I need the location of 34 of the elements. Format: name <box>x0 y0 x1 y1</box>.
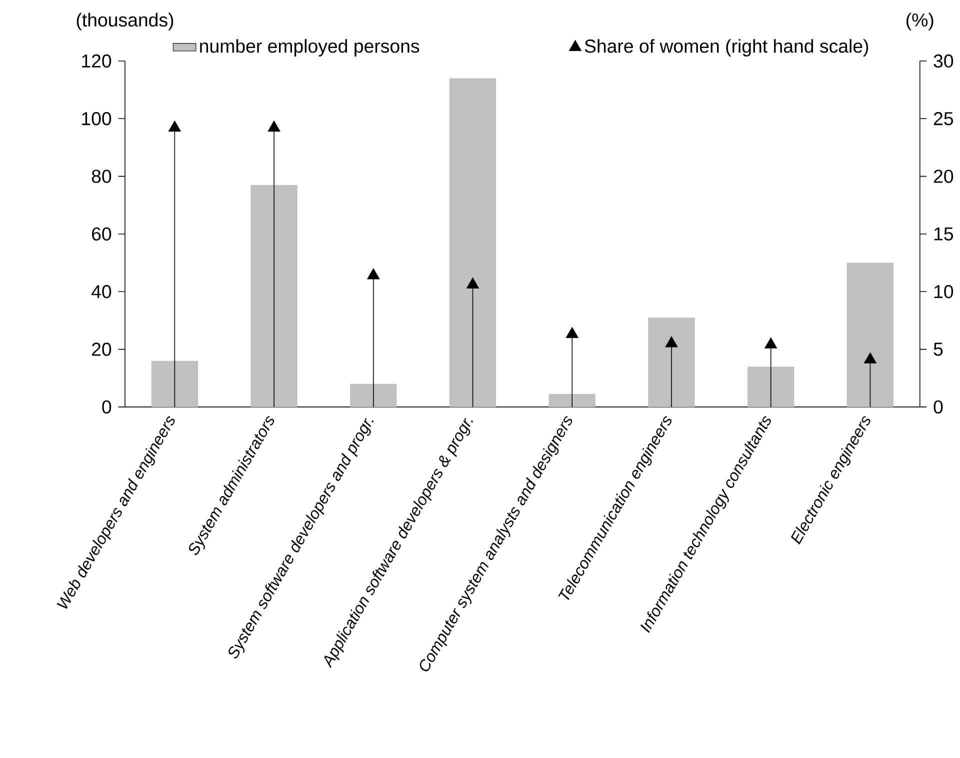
point <box>864 352 876 364</box>
y2-tick-label: 30 <box>934 54 954 68</box>
y2-tick-label: 5 <box>934 342 943 356</box>
point <box>367 268 380 280</box>
y-tick-label: 20 <box>92 342 112 356</box>
y-tick-label: 100 <box>82 112 112 126</box>
y-tick-label: 60 <box>92 227 112 241</box>
point <box>566 327 578 338</box>
legend-label: Share of women (right hand scale) <box>584 39 868 57</box>
bar <box>449 78 496 407</box>
bar <box>648 318 695 407</box>
legend-label: number employed persons <box>200 39 420 57</box>
y2-tick-label: 15 <box>934 228 954 241</box>
point <box>268 120 280 132</box>
point <box>665 336 678 348</box>
y-axis-title: (thousands) <box>76 12 174 30</box>
y2-tick-label: 10 <box>934 285 954 298</box>
bar <box>151 360 198 407</box>
point <box>764 338 778 348</box>
bar <box>548 394 596 407</box>
y-tick-label: 120 <box>82 54 112 68</box>
bar <box>747 366 794 407</box>
point <box>466 278 479 288</box>
point <box>168 120 181 132</box>
bar <box>846 262 894 407</box>
bar <box>350 384 397 407</box>
y2-tick-label: 0 <box>934 400 943 414</box>
bar <box>250 185 298 407</box>
y-tick-label: 40 <box>91 285 112 298</box>
y2-tick-label: 20 <box>934 170 954 183</box>
y2-axis-title: (%) <box>906 12 934 30</box>
y-tick-label: 80 <box>92 170 112 183</box>
y-tick-label: 0 <box>102 400 112 414</box>
y2-tick-label: 25 <box>934 112 954 126</box>
